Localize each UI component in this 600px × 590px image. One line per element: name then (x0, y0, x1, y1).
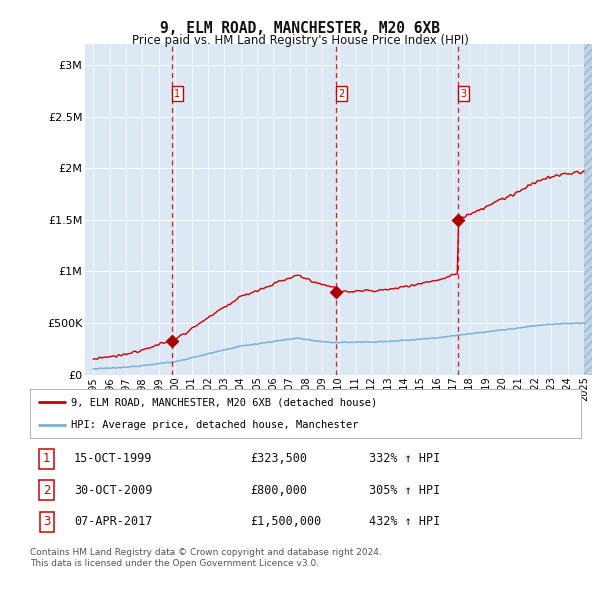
Text: 3: 3 (43, 515, 50, 528)
Text: 3: 3 (460, 89, 466, 99)
Text: 9, ELM ROAD, MANCHESTER, M20 6XB: 9, ELM ROAD, MANCHESTER, M20 6XB (160, 21, 440, 35)
Text: 332% ↑ HPI: 332% ↑ HPI (369, 453, 440, 466)
Text: 1: 1 (174, 89, 180, 99)
Text: 305% ↑ HPI: 305% ↑ HPI (369, 484, 440, 497)
Text: 1: 1 (43, 453, 50, 466)
Text: Contains HM Land Registry data © Crown copyright and database right 2024.: Contains HM Land Registry data © Crown c… (30, 548, 382, 556)
Text: 30-OCT-2009: 30-OCT-2009 (74, 484, 152, 497)
Text: £1,500,000: £1,500,000 (250, 515, 322, 528)
Text: £800,000: £800,000 (250, 484, 307, 497)
Bar (584, 44, 592, 375)
Text: This data is licensed under the Open Government Licence v3.0.: This data is licensed under the Open Gov… (30, 559, 319, 568)
Text: 15-OCT-1999: 15-OCT-1999 (74, 453, 152, 466)
Text: 9, ELM ROAD, MANCHESTER, M20 6XB (detached house): 9, ELM ROAD, MANCHESTER, M20 6XB (detach… (71, 398, 377, 408)
Text: Price paid vs. HM Land Registry's House Price Index (HPI): Price paid vs. HM Land Registry's House … (131, 34, 469, 47)
Text: HPI: Average price, detached house, Manchester: HPI: Average price, detached house, Manc… (71, 419, 359, 430)
Text: 432% ↑ HPI: 432% ↑ HPI (369, 515, 440, 528)
Text: 2: 2 (338, 89, 344, 99)
Text: £323,500: £323,500 (250, 453, 307, 466)
Text: 2: 2 (43, 484, 50, 497)
Text: 07-APR-2017: 07-APR-2017 (74, 515, 152, 528)
